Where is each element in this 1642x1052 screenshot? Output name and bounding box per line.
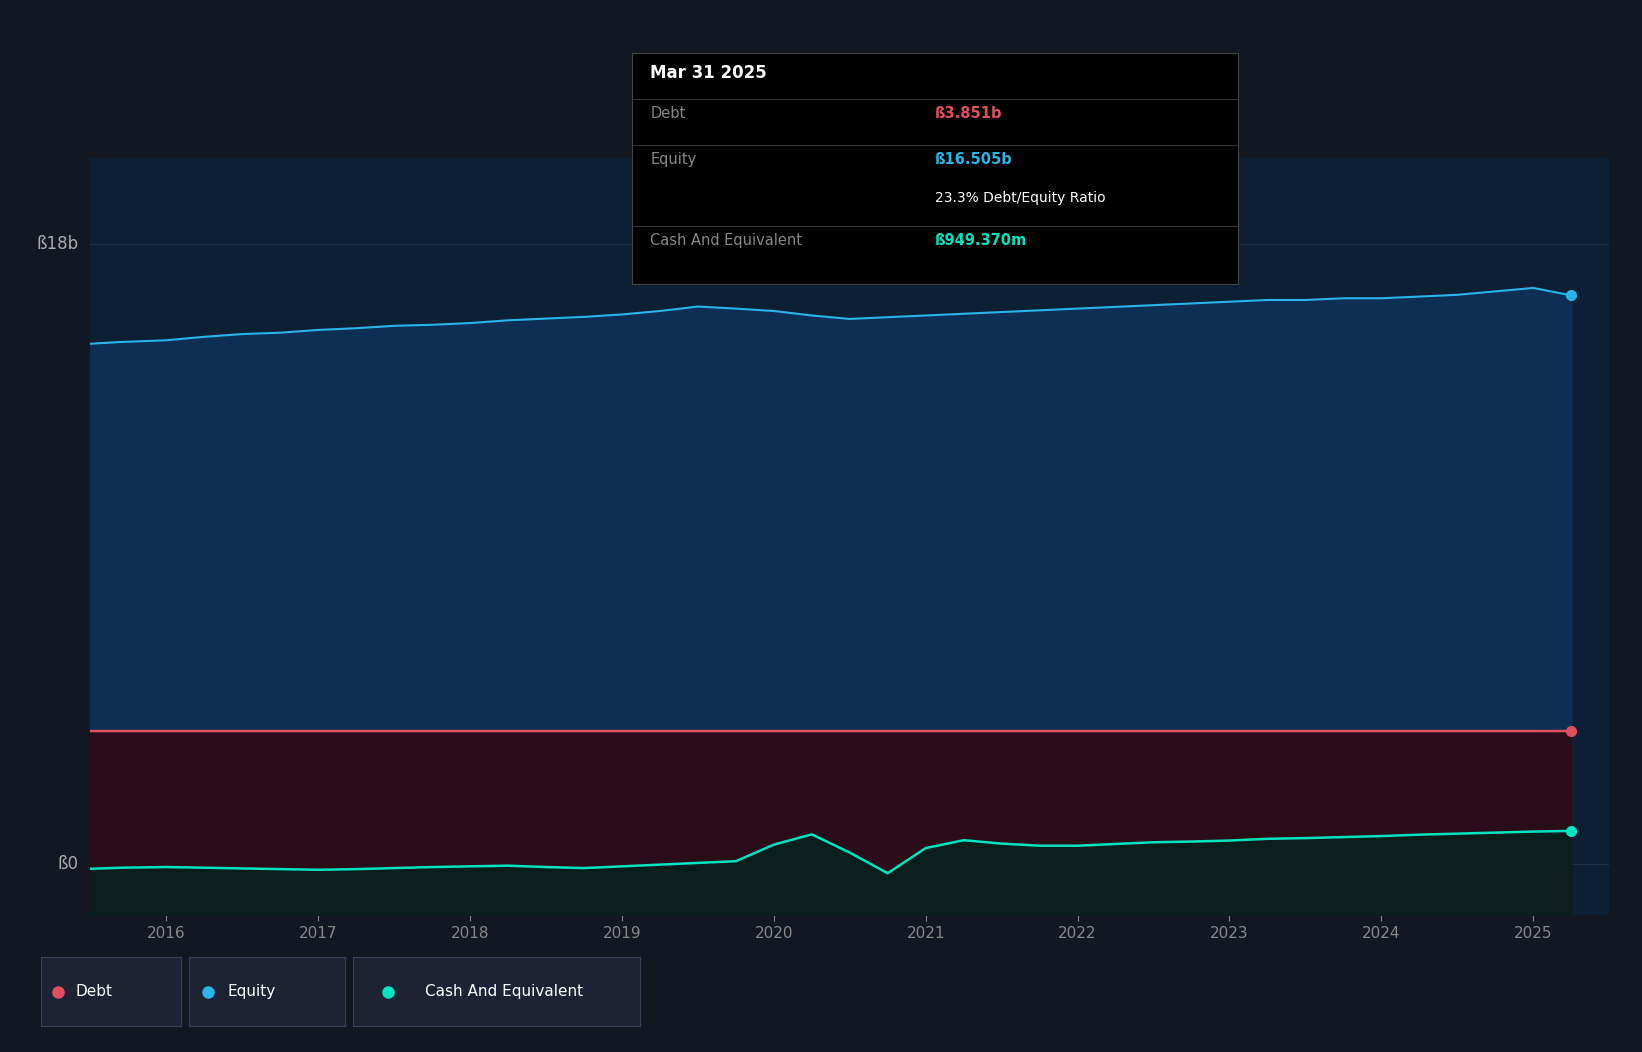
Text: ß18b: ß18b xyxy=(36,235,79,252)
Text: ß3.851b: ß3.851b xyxy=(934,106,1003,121)
Text: Debt: Debt xyxy=(76,984,113,999)
Text: ß16.505b: ß16.505b xyxy=(934,153,1013,167)
Text: ß949.370m: ß949.370m xyxy=(934,234,1028,248)
Text: Cash And Equivalent: Cash And Equivalent xyxy=(425,984,583,999)
Text: 23.3% Debt/Equity Ratio: 23.3% Debt/Equity Ratio xyxy=(934,191,1105,205)
Text: Equity: Equity xyxy=(228,984,276,999)
Text: ß0: ß0 xyxy=(57,854,79,872)
Text: Mar 31 2025: Mar 31 2025 xyxy=(650,64,767,82)
Text: Equity: Equity xyxy=(650,153,696,167)
Text: Debt: Debt xyxy=(650,106,686,121)
Text: Cash And Equivalent: Cash And Equivalent xyxy=(650,234,803,248)
